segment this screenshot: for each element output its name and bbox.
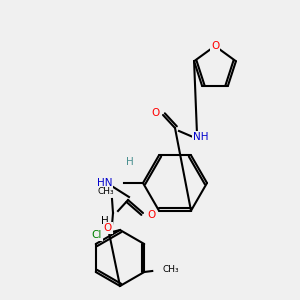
Text: CH₃: CH₃ bbox=[162, 265, 179, 274]
Text: HN: HN bbox=[97, 178, 112, 188]
Text: CH₃: CH₃ bbox=[98, 187, 114, 196]
Text: O: O bbox=[147, 210, 155, 220]
Text: O: O bbox=[152, 108, 160, 118]
Text: H: H bbox=[101, 216, 109, 226]
Text: Cl: Cl bbox=[92, 230, 102, 240]
Text: NH: NH bbox=[193, 132, 208, 142]
Text: O: O bbox=[211, 41, 219, 51]
Text: H: H bbox=[126, 157, 134, 167]
Text: O: O bbox=[104, 223, 112, 233]
